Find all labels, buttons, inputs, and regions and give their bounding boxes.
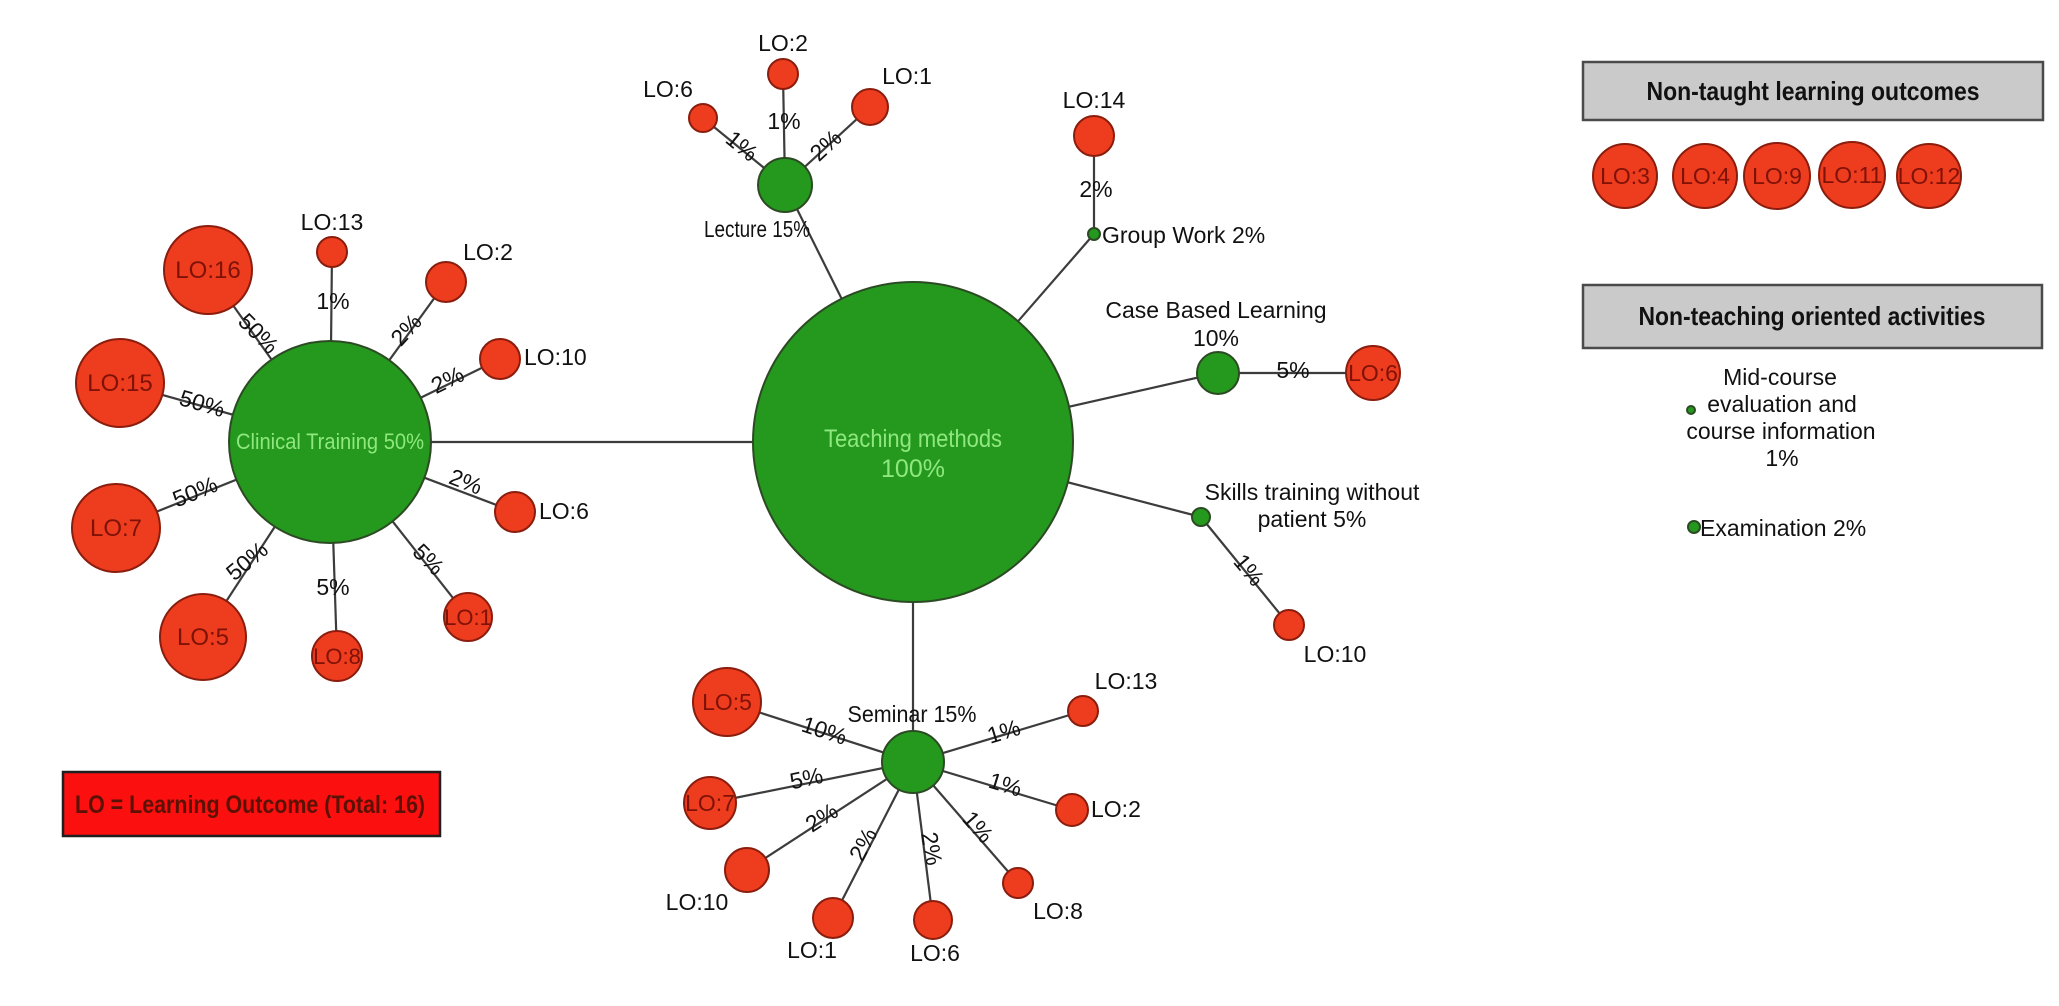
node-case-based [1196,351,1240,395]
nontaught-lo11-label: LO:11 [1822,162,1883,188]
lo14-label: LO:14 [1063,87,1126,113]
node-lecture-lo6 [688,103,718,133]
seminar-hub-label: Seminar 15% [848,701,977,727]
node-skills-training [1191,507,1211,527]
seminar-lo13-label: LO:13 [1095,668,1158,694]
node-clinical-lo8 [311,630,363,682]
edge-seminar-lo10 [746,761,914,871]
non-teaching-box-title: Non-teaching oriented activities [1639,301,1986,331]
node-clinical-training [228,340,432,544]
nontaught-lo4-label: LO:4 [1680,163,1730,189]
edge-skills-lo10 [1200,516,1290,626]
edge-seminar-lo7 [709,760,914,805]
lo-legend-text: LO = Learning Outcome (Total: 16) [75,791,425,819]
node-seminar-lo6 [913,900,953,940]
node-lo14 [1073,115,1115,157]
node-nontaught-lo4 [1672,143,1738,209]
casebased-label-line1: Case Based Learning [1105,297,1326,323]
casebased-lo6-pct: 5% [1276,357,1309,383]
node-clinical-lo15 [75,338,165,428]
non-taught-box-title: Non-taught learning outcomes [1647,76,1980,106]
teaching-hub-label-line1: Teaching methods [824,425,1002,453]
clinical-lo8-label: LO:8 [313,644,361,669]
clinical-lo1-label: LO:1 [444,605,492,630]
teaching-hub-label-line2: 100% [881,455,945,483]
groupwork-label: Group Work 2% [1102,222,1265,248]
node-seminar-lo2 [1055,793,1089,827]
node-lecture-lo2 [767,58,799,90]
node-nontaught-lo3 [1592,143,1658,209]
clinical-lo6-label: LO:6 [539,498,589,524]
clinical-lo13-label: LO:13 [301,209,364,235]
node-seminar-lo5 [692,667,762,737]
examination-label: Examination 2% [1700,515,1866,541]
node-nontaught-lo9 [1743,142,1811,210]
node-group-work [1087,227,1101,241]
node-nontaught-lo12 [1896,143,1962,209]
node-clinical-lo1 [443,592,493,642]
skills-lo10-label: LO:10 [1304,641,1367,667]
seminar-lo6-label: LO:6 [910,940,960,966]
clinical-lo7-label: LO:7 [90,515,142,542]
midcourse-label-line3: course information [1686,418,1875,444]
node-lecture-lo1 [851,88,889,126]
node-midcourse-bullet [1686,405,1696,415]
clinical-hub-label: Clinical Training 50% [236,429,424,454]
clinical-lo10-label: LO:10 [524,344,587,370]
seminar-lo2-label: LO:2 [1091,796,1141,822]
clinical-lo13-pct: 1% [316,288,349,314]
clinical-lo2-label: LO:2 [463,239,513,265]
clinical-lo15-label: LO:15 [87,370,152,397]
node-casebased-lo6 [1345,345,1401,401]
nontaught-lo12-label: LO:12 [1898,163,1961,189]
seminar-lo5-label: LO:5 [702,689,752,715]
non-teaching-box [1581,283,2044,350]
seminar-lo8-label: LO:8 [1033,898,1083,924]
skills-label-line1: Skills training without [1205,479,1420,505]
nontaught-lo3-label: LO:3 [1600,163,1650,189]
node-seminar-lo13 [1067,695,1099,727]
midcourse-label-line4: 1% [1765,445,1798,471]
clinical-lo5-label: LO:5 [177,624,229,651]
node-seminar-lo8 [1002,867,1034,899]
node-clinical-lo7 [71,483,161,573]
non-taught-box [1581,60,2045,122]
seminar-lo10-label: LO:10 [666,889,729,915]
midcourse-label-line2: evaluation and [1707,391,1857,417]
node-teaching-methods [752,281,1074,603]
node-seminar [881,730,945,794]
seminar-lo6-pct: 2% [916,830,947,867]
node-skills-lo10 [1273,609,1305,641]
node-nontaught-lo11 [1818,141,1886,209]
node-seminar-lo7 [683,776,737,830]
node-lecture [757,157,813,213]
node-seminar-lo1 [812,897,854,939]
lecture-lo2-label: LO:2 [758,30,808,56]
node-examination-bullet [1687,520,1701,534]
casebased-lo6-label: LO:6 [1348,360,1398,386]
node-clinical-lo10 [479,338,521,380]
midcourse-label-line1: Mid-course [1723,364,1837,390]
seminar-lo7-label: LO:7 [685,790,735,816]
clinical-lo8-pct: 5% [316,574,349,600]
lecture-lo2-pct: 1% [767,108,800,134]
lecture-lo6-label: LO:6 [643,76,693,102]
node-clinical-lo5 [159,593,247,681]
lo-legend-box [61,770,442,838]
casebased-label-line2: 10% [1193,325,1239,351]
node-clinical-lo6 [494,491,536,533]
lecture-lo1-label: LO:1 [882,63,932,89]
skills-label-line2: patient 5% [1258,506,1367,532]
node-clinical-lo16 [163,225,253,315]
nontaught-lo9-label: LO:9 [1752,163,1802,189]
seminar-lo1-label: LO:1 [787,937,837,963]
clinical-lo16-label: LO:16 [175,257,240,284]
node-clinical-lo2 [425,261,467,303]
lecture-hub-label: Lecture 15% [704,216,810,242]
node-clinical-lo13 [316,236,348,268]
node-seminar-lo10 [724,847,770,893]
groupwork-pct: 2% [1079,176,1112,202]
